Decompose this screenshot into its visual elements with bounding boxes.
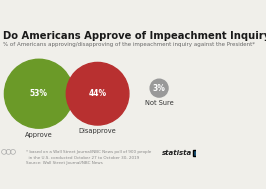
Circle shape [66,62,129,125]
FancyBboxPatch shape [193,150,197,156]
Text: Not Sure: Not Sure [145,100,173,106]
Text: * based on a Wall Street Journal/NBC News poll of 900 people
  in the U.S. condu: * based on a Wall Street Journal/NBC New… [26,150,151,165]
Circle shape [5,59,73,128]
Text: Disapprove: Disapprove [79,128,117,134]
Text: % of Americans approving/disapproving of the impeachment inquiry against the Pre: % of Americans approving/disapproving of… [3,42,255,46]
Text: 3%: 3% [153,84,165,93]
Text: statista: statista [162,150,193,156]
Text: 44%: 44% [89,89,107,98]
Text: 53%: 53% [30,89,48,98]
Text: Approve: Approve [25,132,53,138]
Text: Do Americans Approve of Impeachment Inquiry?: Do Americans Approve of Impeachment Inqu… [3,31,266,41]
Circle shape [150,79,168,97]
